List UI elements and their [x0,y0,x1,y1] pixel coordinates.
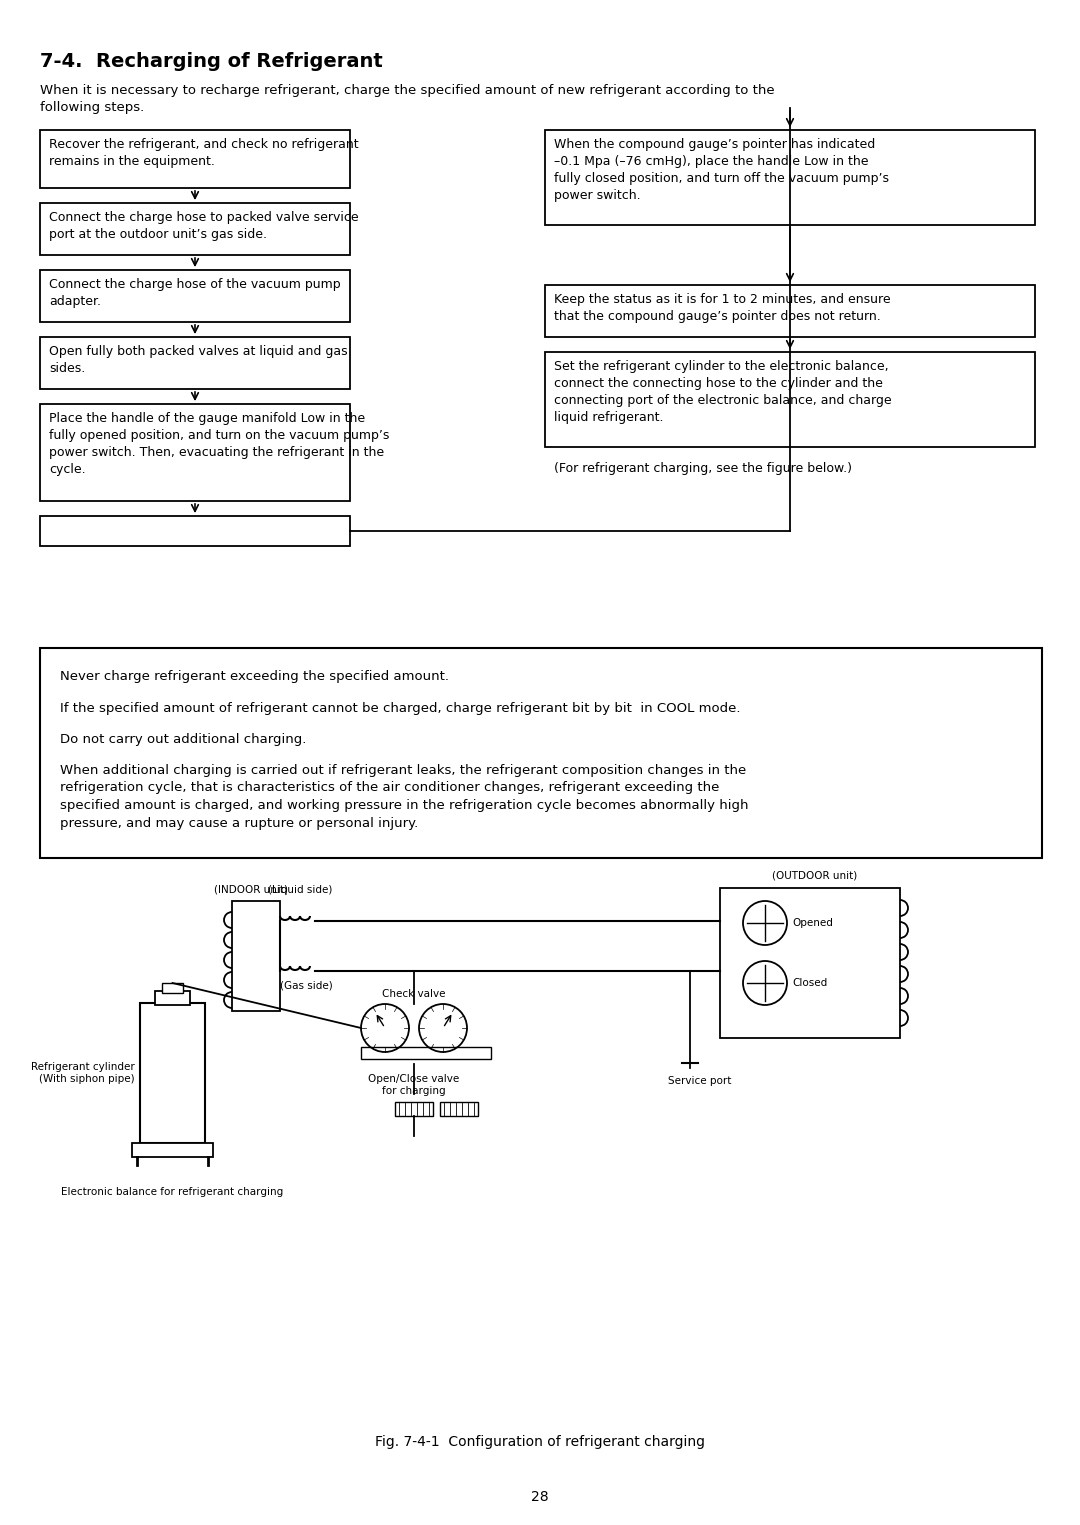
Text: 7-4.  Recharging of Refrigerant: 7-4. Recharging of Refrigerant [40,52,382,72]
Text: Open fully both packed valves at liquid and gas
sides.: Open fully both packed valves at liquid … [49,345,348,375]
Text: When the compound gauge’s pointer has indicated
–0.1 Mpa (–76 cmHg), place the h: When the compound gauge’s pointer has in… [554,137,889,201]
Bar [40,203,350,255]
Text: Connect the charge hose of the vacuum pump
adapter.: Connect the charge hose of the vacuum pu… [49,278,340,308]
Bar [720,888,900,1039]
Text: Closed: Closed [792,978,827,988]
Text: Recover the refrigerant, and check no refrigerant
remains in the equipment.: Recover the refrigerant, and check no re… [49,137,359,168]
Text: 28: 28 [531,1490,549,1504]
Bar [140,1003,205,1144]
Text: Check valve: Check valve [382,990,446,999]
Text: Never charge refrigerant exceeding the specified amount.: Never charge refrigerant exceeding the s… [60,669,449,683]
Text: Set the refrigerant cylinder to the electronic balance,
connect the connecting h: Set the refrigerant cylinder to the elec… [554,360,892,424]
Bar [395,1103,433,1116]
Text: (Gas side): (Gas side) [280,981,333,991]
Text: (INDOOR unit): (INDOOR unit) [214,884,288,895]
Text: When additional charging is carried out if refrigerant leaks, the refrigerant co: When additional charging is carried out … [60,764,748,830]
Bar [40,130,350,188]
Text: (OUTDOOR unit): (OUTDOOR unit) [772,871,858,881]
Bar [156,991,190,1005]
Bar [545,130,1035,226]
Text: Opened: Opened [792,918,833,929]
Text: If the specified amount of refrigerant cannot be charged, charge refrigerant bit: If the specified amount of refrigerant c… [60,702,741,715]
Text: (Liquid side): (Liquid side) [268,884,333,895]
Bar [361,1048,491,1058]
Bar [40,270,350,322]
Text: Open/Close valve
for charging: Open/Close valve for charging [368,1074,460,1096]
Bar [162,984,183,993]
Bar [545,352,1035,447]
Text: Fig. 7-4-1  Configuration of refrigerant charging: Fig. 7-4-1 Configuration of refrigerant … [375,1435,705,1449]
Bar [232,901,280,1011]
Text: Do not carry out additional charging.: Do not carry out additional charging. [60,734,307,746]
Text: Keep the status as it is for 1 to 2 minutes, and ensure
that the compound gauge’: Keep the status as it is for 1 to 2 minu… [554,293,891,323]
Bar [132,1144,213,1157]
Bar [545,285,1035,337]
Text: Place the handle of the gauge manifold Low in the
fully opened position, and tur: Place the handle of the gauge manifold L… [49,412,390,476]
Bar [40,337,350,389]
Bar [40,648,1042,859]
Bar [40,515,350,546]
Text: Refrigerant cylinder
(With siphon pipe): Refrigerant cylinder (With siphon pipe) [31,1061,135,1084]
Text: Service port: Service port [669,1077,731,1086]
Text: Electronic balance for refrigerant charging: Electronic balance for refrigerant charg… [62,1186,284,1197]
Text: (For refrigerant charging, see the figure below.): (For refrigerant charging, see the figur… [554,462,852,474]
Bar [440,1103,478,1116]
Text: When it is necessary to recharge refrigerant, charge the specified amount of new: When it is necessary to recharge refrige… [40,84,774,114]
Text: Connect the charge hose to packed valve service
port at the outdoor unit’s gas s: Connect the charge hose to packed valve … [49,210,359,241]
Bar [40,404,350,502]
